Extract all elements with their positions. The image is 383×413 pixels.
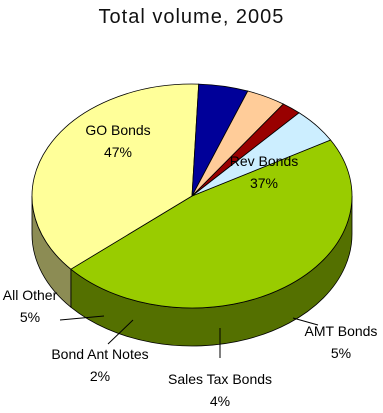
leader-amt-bonds	[292, 317, 319, 326]
label-rev-bonds: Rev Bonds	[230, 153, 298, 169]
chart-title: Total volume, 2005	[98, 6, 285, 28]
value-label-bond-ant-notes: 2%	[90, 368, 110, 384]
label-amt-bonds: AMT Bonds	[305, 323, 378, 339]
pie-slice-rev-bonds	[31, 83, 200, 270]
pie-slice-go-bonds	[70, 139, 353, 309]
leader-bond-ant-notes	[107, 319, 134, 345]
pie-leaders	[59, 315, 319, 358]
pie-slice-all-other	[191, 112, 332, 197]
leader-all-other	[59, 315, 105, 321]
label-all-other: All Other	[3, 287, 58, 303]
pie-labels: GO Bonds 47% Rev Bonds 37% AMT Bonds 5% Sales …	[3, 122, 378, 409]
label-sales-tax-bonds: Sales Tax Bonds	[168, 371, 272, 387]
pie-tops	[31, 83, 353, 309]
value-label-all-other: 5%	[20, 309, 40, 325]
value-label-amt-bonds: 5%	[331, 345, 351, 361]
label-bond-ant-notes: Bond Ant Notes	[51, 346, 148, 362]
value-label-sales-tax-bonds: 4%	[210, 393, 230, 409]
value-label-go-bonds: 47%	[104, 144, 132, 160]
label-go-bonds: GO Bonds	[85, 122, 150, 138]
value-label-rev-bonds: 37%	[250, 175, 278, 191]
